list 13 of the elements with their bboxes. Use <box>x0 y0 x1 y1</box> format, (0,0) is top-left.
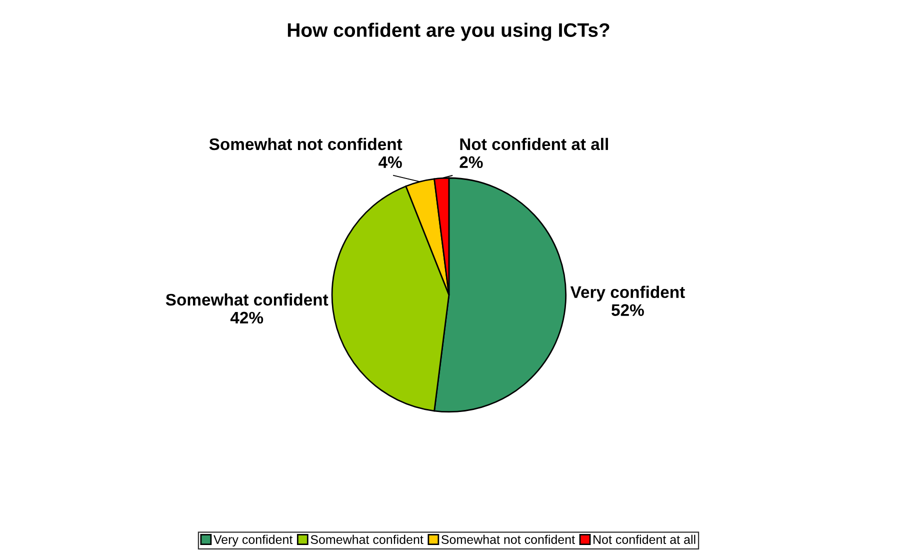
slice-label: Somewhat not confident <box>209 138 402 150</box>
data-label: 42% <box>230 312 264 324</box>
legend-label: Somewhat not confident <box>441 534 575 544</box>
legend-label: Not confident at all <box>594 534 696 544</box>
legend-label: Very confident <box>214 534 293 546</box>
data-label: 4% <box>378 156 402 168</box>
data-label: 52% <box>612 304 644 316</box>
slice-label: Very confident <box>570 286 685 302</box>
legend-label: Somewhat confident <box>310 534 424 544</box>
chart-title: How confident are you using ICTs? <box>288 22 610 41</box>
data-label: 2% <box>460 156 483 168</box>
slice-label: Somewhat confident <box>166 293 328 306</box>
slice-label: Not confident at all <box>460 138 608 150</box>
